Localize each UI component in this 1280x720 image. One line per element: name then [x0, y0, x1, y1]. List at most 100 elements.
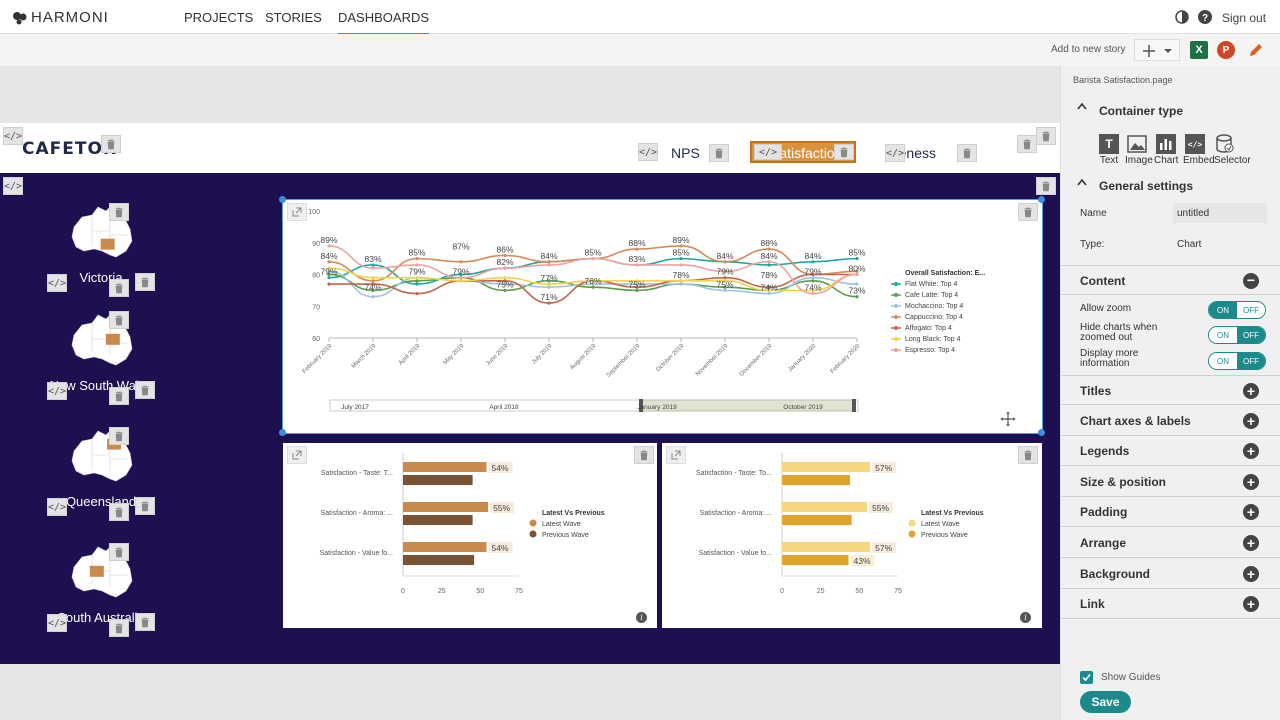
info-icon[interactable]: i [636, 612, 647, 623]
embed-code-icon[interactable]: </> [47, 498, 67, 516]
edit-pencil-icon[interactable] [1247, 41, 1265, 59]
embed-code-icon[interactable]: </> [3, 127, 23, 145]
nav-stories[interactable]: STORIES [265, 10, 322, 25]
toggle-on[interactable]: ON [1209, 353, 1237, 369]
tab-awareness[interactable]: Awareness </> [885, 143, 979, 165]
embed-code-icon[interactable]: </> [47, 614, 67, 632]
delete-icon[interactable] [135, 273, 155, 291]
legend-marker [908, 519, 916, 527]
sign-out-link[interactable]: Sign out [1222, 11, 1267, 25]
theme-toggle-icon[interactable] [1175, 10, 1189, 24]
delete-icon[interactable] [109, 543, 129, 561]
embed-code-icon[interactable]: </> [754, 144, 782, 160]
name-input[interactable] [1173, 203, 1267, 223]
harmoni-logo[interactable]: HARMONI [12, 9, 109, 26]
expand-icon[interactable] [287, 446, 307, 464]
resize-handle[interactable] [279, 196, 286, 203]
show-guides-checkbox[interactable] [1080, 671, 1093, 684]
line-chart-card[interactable]: 60 70 80 90 100 February 2019 March 2019 April … [279, 196, 1045, 436]
tab-nps[interactable]: NPS [671, 145, 700, 161]
delete-icon[interactable] [109, 387, 129, 405]
expand-plus-icon[interactable]: + [1243, 565, 1259, 582]
expand-icon[interactable] [666, 446, 686, 464]
delete-icon[interactable] [1036, 127, 1056, 145]
delete-icon[interactable] [1017, 135, 1037, 153]
delete-icon[interactable] [834, 144, 854, 160]
section-legends[interactable]: Legends + [1061, 436, 1280, 467]
image-type-icon[interactable] [1127, 134, 1147, 154]
section-size-position[interactable]: Size & position + [1061, 467, 1280, 497]
toggle-off[interactable]: OFF [1237, 327, 1265, 343]
toggle-on[interactable]: ON [1209, 302, 1237, 318]
delete-icon[interactable] [709, 144, 729, 162]
delete-icon[interactable] [135, 381, 155, 399]
delete-icon[interactable] [1036, 177, 1056, 195]
section-titles[interactable]: Titles + [1061, 375, 1280, 405]
nav-dashboards[interactable]: DASHBOARDS [338, 10, 430, 35]
delete-icon[interactable] [109, 503, 129, 521]
expand-icon[interactable] [287, 203, 307, 221]
delete-icon[interactable] [1018, 446, 1038, 464]
delete-icon[interactable] [1018, 203, 1038, 221]
embed-code-icon[interactable]: </> [3, 177, 23, 195]
info-icon[interactable]: i [1020, 612, 1031, 623]
resize-handle[interactable] [1038, 429, 1045, 436]
delete-icon[interactable] [109, 279, 129, 297]
move-handle-icon[interactable] [998, 409, 1018, 429]
delete-icon[interactable] [135, 613, 155, 631]
expand-plus-icon[interactable]: + [1243, 383, 1259, 399]
delete-icon[interactable] [109, 311, 129, 329]
embed-code-icon[interactable]: </> [638, 143, 658, 161]
delete-icon[interactable] [109, 619, 129, 637]
collapse-chevron-icon[interactable] [1077, 102, 1087, 110]
selector-type-icon[interactable] [1215, 134, 1235, 154]
section-padding[interactable]: Padding + [1061, 497, 1280, 528]
delete-icon[interactable] [109, 427, 129, 445]
chart-type-icon[interactable] [1156, 134, 1176, 154]
nav-projects[interactable]: PROJECTS [184, 10, 254, 25]
toggle-switch[interactable]: ON OFF [1208, 301, 1266, 319]
delete-icon[interactable] [109, 203, 129, 221]
data-point [327, 276, 331, 280]
embed-type-icon[interactable]: </> [1185, 134, 1205, 154]
expand-plus-icon[interactable]: + [1243, 596, 1259, 613]
toggle-off[interactable]: OFF [1237, 353, 1265, 369]
excel-export-icon[interactable]: X [1190, 41, 1208, 59]
data-label: 84% [540, 251, 557, 261]
powerpoint-export-icon[interactable]: P [1217, 41, 1235, 59]
embed-code-icon[interactable]: </> [47, 274, 67, 292]
content-section[interactable]: Content − [1061, 265, 1280, 295]
collapse-chevron-icon[interactable] [1077, 178, 1087, 186]
tab-satisfaction[interactable]: Satisfaction </> [750, 141, 856, 163]
expand-plus-icon[interactable]: + [1243, 473, 1259, 490]
help-icon[interactable]: ? [1198, 10, 1212, 24]
toggle-switch[interactable]: ON OFF [1208, 326, 1266, 344]
embed-code-icon[interactable]: </> [885, 144, 905, 162]
bar-chart-card-2[interactable]: 0 25 50 75 Satisfaction - Taste: To... 57% Sat… [662, 443, 1042, 628]
toggle-off[interactable]: OFF [1237, 302, 1265, 318]
resize-handle[interactable] [279, 429, 286, 436]
text-type-icon[interactable]: T [1099, 134, 1119, 154]
section-arrange[interactable]: Arrange + [1061, 528, 1280, 558]
delete-icon[interactable] [135, 497, 155, 515]
delete-icon[interactable] [101, 135, 121, 153]
expand-plus-icon[interactable]: + [1243, 412, 1259, 429]
bar-chart-card-1[interactable]: 0 25 50 75 Satisfaction - Taste: T... 54% Sati… [283, 443, 657, 628]
toggle-on[interactable]: ON [1209, 327, 1237, 343]
resize-handle[interactable] [1038, 196, 1045, 203]
collapse-minus-icon[interactable]: − [1243, 273, 1259, 289]
delete-icon[interactable] [957, 144, 977, 162]
expand-plus-icon[interactable]: + [1243, 443, 1259, 460]
data-point [547, 301, 551, 305]
embed-code-icon[interactable]: </> [47, 382, 67, 400]
expand-plus-icon[interactable]: + [1243, 504, 1259, 521]
section-chart-axes-labels[interactable]: Chart axes & labels + [1061, 406, 1280, 436]
data-point [459, 276, 463, 280]
toggle-switch[interactable]: ON OFF [1208, 352, 1266, 370]
section-link[interactable]: Link + [1061, 589, 1280, 620]
delete-icon[interactable] [634, 446, 654, 464]
expand-plus-icon[interactable]: + [1243, 535, 1259, 551]
save-button[interactable]: Save [1080, 691, 1131, 713]
section-background[interactable]: Background + [1061, 559, 1280, 589]
add-to-story-button[interactable] [1134, 39, 1180, 61]
